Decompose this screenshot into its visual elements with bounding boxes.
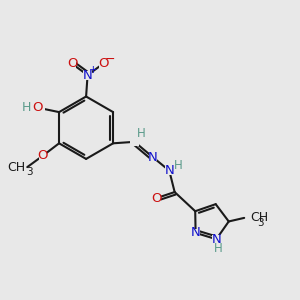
Text: N: N [83, 69, 92, 82]
FancyBboxPatch shape [191, 229, 200, 237]
FancyBboxPatch shape [30, 103, 45, 112]
Text: N: N [164, 164, 174, 177]
FancyBboxPatch shape [212, 235, 221, 243]
FancyBboxPatch shape [83, 70, 92, 80]
Text: −: − [104, 53, 115, 66]
Text: CH: CH [8, 160, 26, 174]
FancyBboxPatch shape [165, 167, 173, 175]
Text: H: H [22, 100, 31, 114]
Text: +: + [89, 65, 98, 75]
Text: N: N [212, 233, 221, 246]
FancyBboxPatch shape [130, 138, 139, 146]
Text: H: H [213, 242, 222, 255]
Text: H: H [137, 127, 146, 140]
Text: 3: 3 [26, 167, 33, 177]
Text: O: O [38, 149, 48, 162]
FancyBboxPatch shape [153, 194, 161, 202]
Text: CH: CH [250, 211, 268, 224]
Text: 3: 3 [257, 218, 264, 228]
FancyBboxPatch shape [39, 152, 47, 160]
Text: O: O [152, 191, 162, 205]
FancyBboxPatch shape [68, 60, 76, 68]
Text: O: O [32, 101, 43, 114]
Text: O: O [67, 57, 77, 70]
FancyBboxPatch shape [99, 60, 107, 68]
Text: N: N [148, 151, 158, 164]
Text: N: N [191, 226, 200, 239]
Text: H: H [174, 159, 183, 172]
FancyBboxPatch shape [149, 153, 157, 161]
Text: O: O [98, 57, 108, 70]
